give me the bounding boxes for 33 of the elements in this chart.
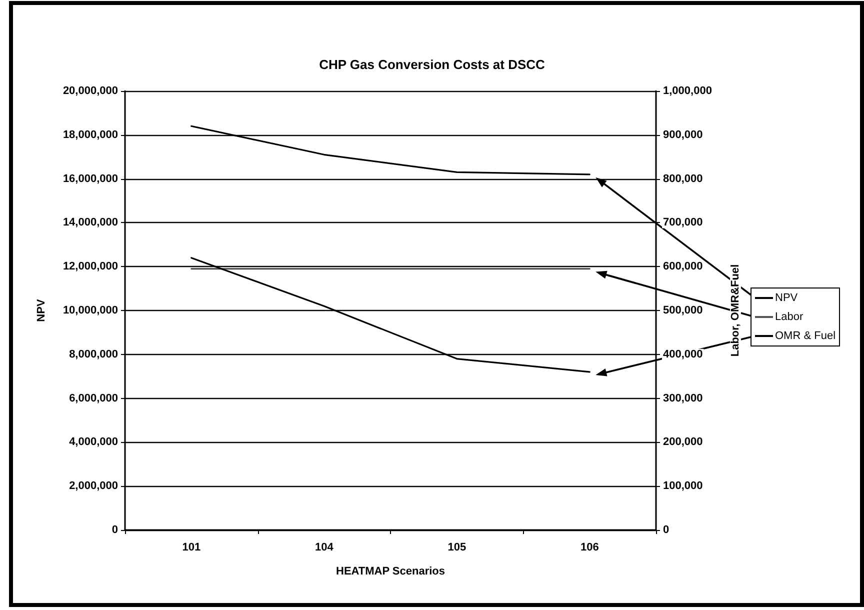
y-tick-label: 12,000,000 <box>62 260 118 273</box>
y2-tick-label: 900,000 <box>663 128 703 141</box>
y-axis-title: NPV <box>36 298 48 322</box>
y2-tick-label: 0 <box>663 524 670 536</box>
y2-axis-title: Labor, OMR&Fuel <box>730 264 742 357</box>
y2-tick-label: 200,000 <box>663 436 703 448</box>
legend-label: NPV <box>775 292 798 304</box>
y2-tick-label: 700,000 <box>663 216 703 229</box>
legend-label: Labor <box>775 311 804 323</box>
y-tick-label: 0 <box>112 524 118 536</box>
y-tick-label: 14,000,000 <box>62 216 118 229</box>
y2-tick-label: 300,000 <box>663 392 703 404</box>
x-tick-label: 105 <box>448 542 466 554</box>
y-tick-label: 18,000,000 <box>62 128 118 141</box>
x-axis-title: HEATMAP Scenarios <box>336 566 446 578</box>
y-tick-label: 8,000,000 <box>69 348 118 360</box>
y-tick-label: 10,000,000 <box>62 304 118 316</box>
y2-tick-label: 800,000 <box>663 172 703 185</box>
y2-tick-label: 1,000,000 <box>663 85 712 97</box>
y-tick-label: 16,000,000 <box>62 172 118 185</box>
x-tick-label: 104 <box>314 542 334 554</box>
y-tick-label: 4,000,000 <box>69 436 118 448</box>
x-tick-label: 106 <box>580 542 599 554</box>
y2-tick-label: 400,000 <box>663 348 703 360</box>
y-tick-label: 2,000,000 <box>69 480 118 492</box>
y-tick-label: 20,000,000 <box>62 85 118 97</box>
x-tick-label: 101 <box>182 542 201 554</box>
legend-label: OMR & Fuel <box>775 330 836 342</box>
y-tick-label: 6,000,000 <box>69 392 118 404</box>
y2-tick-label: 500,000 <box>663 304 703 316</box>
y2-tick-label: 600,000 <box>663 260 703 273</box>
chart-title: CHP Gas Conversion Costs at DSCC <box>319 57 546 72</box>
y2-tick-label: 100,000 <box>663 480 703 492</box>
